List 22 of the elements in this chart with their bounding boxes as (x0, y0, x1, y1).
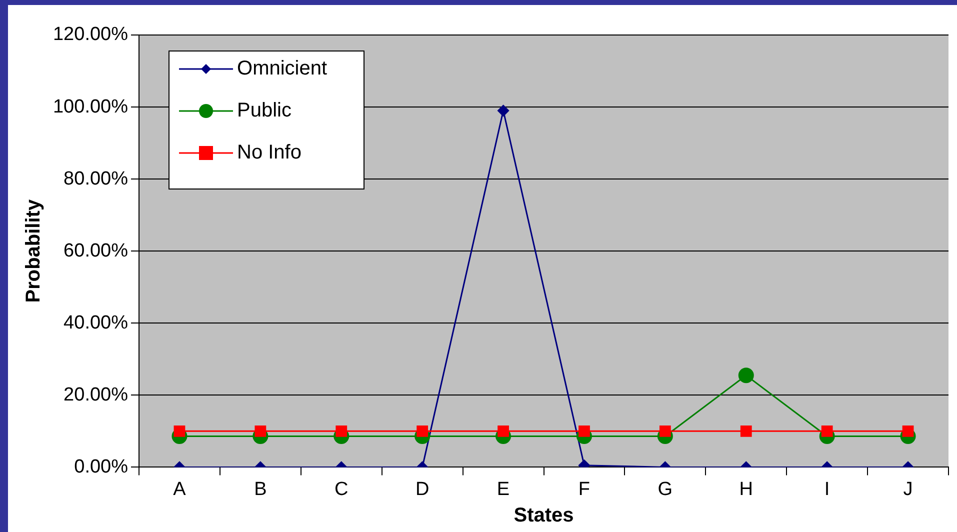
x-tick-label: F (578, 478, 590, 500)
x-tick-label: E (496, 478, 510, 500)
x-axis-title: States (514, 504, 574, 527)
x-tick-label: B (254, 478, 267, 500)
x-tick-label: C (334, 478, 348, 500)
y-axis-title: Probability (22, 198, 45, 303)
y-tick-label: 0.00% (74, 456, 128, 478)
y-tick-label: 60.00% (64, 240, 128, 262)
x-tick-label: J (903, 478, 913, 500)
legend-label: Public (237, 100, 292, 122)
x-tick-label: A (173, 478, 186, 500)
legend-label: No Info (237, 142, 302, 164)
legend-label: Omnicient (237, 58, 328, 80)
x-tick-label: H (739, 478, 753, 500)
y-tick-label: 100.00% (52, 96, 128, 118)
y-tick-label: 120.00% (52, 24, 128, 46)
x-tick-label: D (415, 478, 430, 500)
y-tick-label: 40.00% (64, 312, 128, 334)
x-tick-label: G (658, 478, 673, 500)
y-tick-label: 80.00% (64, 168, 128, 190)
y-tick-label: 20.00% (64, 384, 128, 406)
x-tick-label: I (824, 478, 830, 500)
